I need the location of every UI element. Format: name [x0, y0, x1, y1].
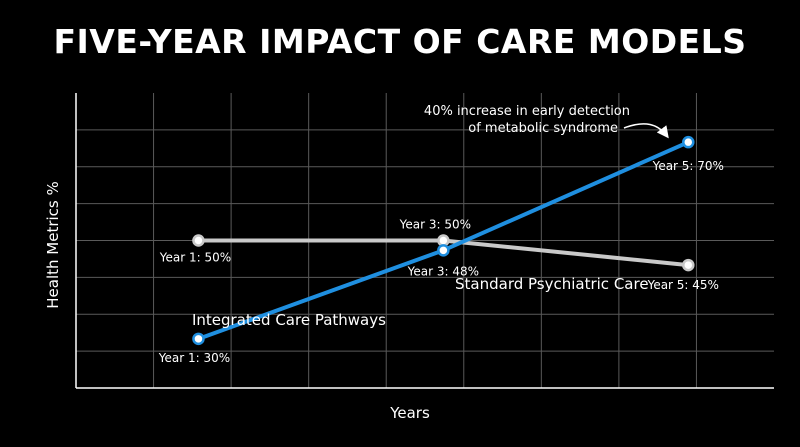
- chart-title: FIVE-YEAR IMPACT OF CARE MODELS: [53, 22, 747, 61]
- data-point-standard: [437, 234, 450, 247]
- y-axis-label: Health Metrics %: [44, 181, 62, 309]
- series-label-standard: Standard Psychiatric Care: [455, 275, 649, 293]
- data-point-integrated: [682, 135, 695, 149]
- data-label-integrated: Year 3: 48%: [407, 264, 479, 278]
- annotation-arrow: [623, 123, 669, 139]
- data-point-integrated: [437, 244, 450, 257]
- annotation-line-2: of metabolic syndrome: [468, 121, 618, 136]
- data-label-standard: Year 1: 50%: [159, 251, 231, 265]
- data-label-standard: Year 3: 50%: [399, 218, 471, 232]
- data-point-standard: [682, 258, 695, 272]
- data-label-integrated: Year 5: 70%: [652, 159, 724, 173]
- series-label-integrated: Integrated Care Pathways: [192, 311, 386, 329]
- data-point-standard: [192, 234, 205, 247]
- data-label-integrated: Year 1: 30%: [158, 351, 230, 365]
- annotation-line-1: 40% increase in early detection: [424, 104, 630, 119]
- data-label-standard: Year 5: 45%: [647, 278, 719, 292]
- axes: [75, 93, 774, 389]
- data-labels: Year 1: 30% Year 3: 48% Year 5: 70% Year 1:…: [158, 159, 724, 365]
- series-group: [192, 135, 695, 346]
- x-axis-label: Years: [389, 404, 430, 422]
- data-point-integrated: [192, 332, 205, 346]
- annotation: 40% increase in early detection of metab…: [424, 104, 669, 139]
- grid-lines: [76, 93, 774, 388]
